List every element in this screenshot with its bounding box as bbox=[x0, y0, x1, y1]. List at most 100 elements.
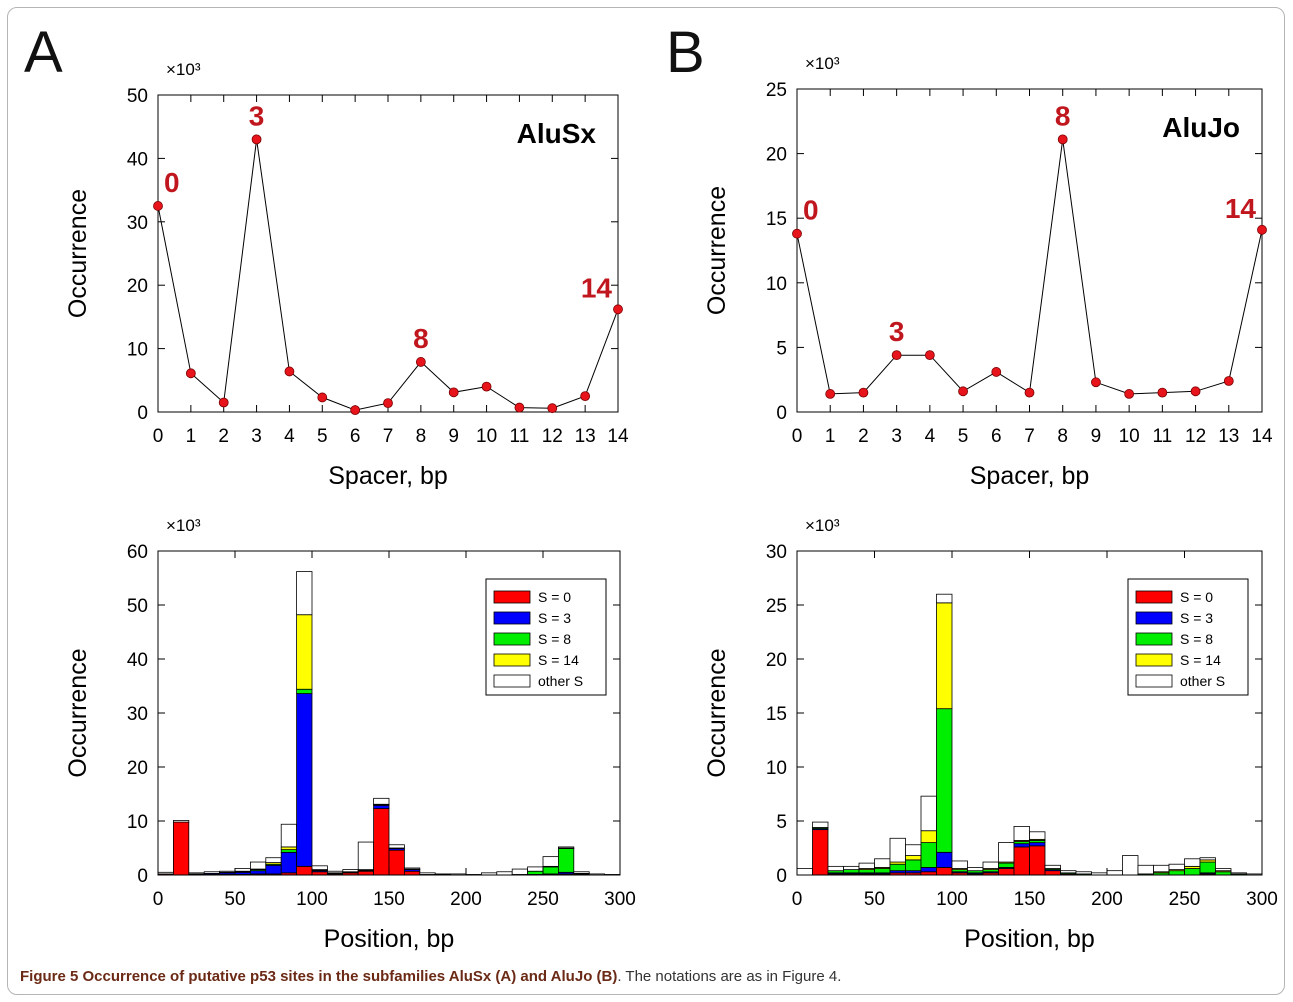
chart-alujo-position-xtick-label-1: 50 bbox=[864, 889, 885, 910]
chart-alujo-position-bar-15-s0 bbox=[1029, 845, 1046, 876]
chart-alusx-spacer-xtick-label-5: 5 bbox=[317, 426, 328, 447]
chart-alusx-position-bar-14-s0 bbox=[373, 808, 390, 876]
chart-alusx-spacer-xtick-label-12: 12 bbox=[542, 426, 563, 447]
chart-alujo-spacer-point-0 bbox=[792, 228, 802, 239]
chart-alujo-spacer-point-9 bbox=[1091, 377, 1101, 388]
chart-alujo-position-bar-8-s4 bbox=[920, 795, 937, 832]
chart-alujo-position-bar-26-s4 bbox=[1199, 857, 1216, 861]
chart-alujo-position-bar-7-s2 bbox=[905, 859, 922, 872]
chart-alusx-position-bar-12-s4 bbox=[342, 869, 359, 873]
figure-caption: Figure 5 Occurrence of putative p53 site… bbox=[20, 968, 841, 985]
figure-frame bbox=[7, 7, 1285, 995]
chart-alusx-spacer-yaxis-title: Occurrence bbox=[64, 189, 92, 318]
chart-alusx-position-bar-8-s2 bbox=[280, 849, 298, 853]
chart-alujo-spacer-xtick-label-12: 12 bbox=[1185, 426, 1206, 447]
chart-alusx-position-ytick-label-3: 30 bbox=[127, 704, 148, 725]
chart-alusx-position-bar-1-s4 bbox=[172, 820, 190, 823]
chart-alujo-position-bar-9-s4 bbox=[936, 593, 953, 604]
chart-alujo-position-ytick-label-5: 25 bbox=[766, 596, 787, 617]
chart-alujo-position-xtick-label-5: 250 bbox=[1169, 889, 1201, 910]
chart-alusx-position-bar-24-s2 bbox=[527, 870, 544, 875]
chart-alusx-spacer-ytick-label-0: 0 bbox=[137, 403, 148, 424]
chart-alujo-position-legend-swatch-0 bbox=[1135, 590, 1173, 604]
chart-alusx-position-bar-8-s1 bbox=[280, 851, 298, 874]
chart-alujo-spacer-xtick-label-5: 5 bbox=[958, 426, 969, 447]
chart-alusx-position-bar-13-s4 bbox=[357, 841, 375, 870]
chart-alusx-position-xtick-label-4: 200 bbox=[450, 889, 482, 910]
chart-alujo-position-bar-13-s2 bbox=[998, 862, 1015, 868]
chart-alujo-position-legend-swatch-3 bbox=[1135, 653, 1173, 667]
chart-alujo-position-bar-16-s0 bbox=[1044, 870, 1061, 876]
chart-alusx-position-bar-5-s4 bbox=[234, 868, 251, 872]
chart-alusx-position-bar-8-s4 bbox=[280, 823, 298, 848]
chart-alusx-spacer-xtick-label-9: 9 bbox=[448, 426, 459, 447]
chart-alujo-position-bar-13-s4 bbox=[998, 842, 1015, 863]
chart-alujo-position-legend-label-3: S = 14 bbox=[1180, 652, 1221, 668]
chart-alujo-spacer-xtick-label-8: 8 bbox=[1057, 426, 1068, 447]
chart-alusx-position-bar-10-s4 bbox=[311, 865, 328, 871]
chart-alusx-spacer-point-9 bbox=[448, 387, 459, 398]
chart-alusx-position-ytick-label-5: 50 bbox=[127, 596, 148, 617]
chart-alujo-spacer-multiplier-label: ×10³ bbox=[805, 54, 840, 73]
chart-alusx-spacer-point-12 bbox=[547, 403, 558, 414]
chart-alujo-position-bar-27-s4 bbox=[1215, 868, 1232, 872]
chart-alusx-spacer-point-11 bbox=[514, 402, 525, 413]
chart-alujo-spacer-point-10 bbox=[1124, 389, 1135, 399]
chart-alusx-spacer-point-6 bbox=[350, 405, 361, 415]
chart-alujo-spacer-series-line bbox=[796, 139, 1263, 395]
chart-alusx-spacer-point-3 bbox=[251, 134, 262, 145]
chart-alusx-position-xtick-label-6: 300 bbox=[604, 889, 636, 910]
chart-alujo-position-xtick-label-3: 150 bbox=[1014, 889, 1046, 910]
caption-title: Figure 5 Occurrence of putative p53 site… bbox=[20, 968, 618, 985]
chart-alusx-position-legend-label-4: other S bbox=[538, 673, 583, 689]
panel-label-a: A bbox=[24, 20, 63, 85]
chart-alusx-position-bar-2-s4 bbox=[188, 872, 205, 875]
chart-alusx-position-bar-3-s4 bbox=[203, 871, 220, 874]
chart-alusx-spacer-point-8 bbox=[415, 357, 426, 367]
chart-alusx-position-ytick-label-2: 20 bbox=[127, 758, 148, 779]
chart-alujo-position-bar-28-s4 bbox=[1230, 872, 1247, 875]
chart-alujo-position-bar-5-s4 bbox=[874, 858, 891, 868]
chart-alujo-spacer-ytick-label-5: 25 bbox=[766, 80, 787, 101]
chart-alusx-spacer-ytick-label-5: 50 bbox=[127, 86, 148, 107]
chart-alujo-position-bar-1-s0 bbox=[812, 829, 829, 876]
chart-alusx-position-bar-13-s0 bbox=[357, 870, 375, 876]
chart-alujo-spacer-xtick-label-6: 6 bbox=[991, 426, 1002, 447]
chart-alusx-spacer-xtick-label-10: 10 bbox=[476, 426, 497, 447]
chart-alujo-position-bar-16-s4 bbox=[1044, 864, 1061, 869]
chart-alujo-spacer-ytick-label-2: 10 bbox=[766, 274, 787, 295]
chart-alusx-spacer-ytick-label-4: 40 bbox=[127, 149, 148, 170]
chart-alujo-position-bar-9-s3 bbox=[936, 602, 953, 710]
chart-alujo-position-bar-11-s4 bbox=[967, 867, 984, 872]
chart-alusx-position-bar-7-s1 bbox=[265, 864, 282, 875]
chart-alujo-position-bar-0-s4 bbox=[796, 868, 813, 876]
chart-alujo-position-bar-3-s4 bbox=[843, 865, 860, 870]
chart-alusx-position-bar-14-s1 bbox=[373, 804, 390, 809]
chart-alusx-spacer-annotation-1: 3 bbox=[249, 100, 265, 131]
chart-alusx-position-yaxis-title: Occurrence bbox=[64, 648, 92, 777]
chart-alusx-spacer-multiplier-label: ×10³ bbox=[166, 60, 201, 79]
chart-alusx-spacer-ytick-label-3: 30 bbox=[127, 213, 148, 234]
chart-alujo-spacer-title: AluJo bbox=[1162, 112, 1240, 143]
chart-alujo-position-xtick-label-6: 300 bbox=[1246, 889, 1278, 910]
chart-alusx-spacer-point-7 bbox=[383, 398, 393, 409]
chart-alusx-position-bar-11-s4 bbox=[326, 870, 344, 874]
chart-alusx-spacer-point-5 bbox=[317, 392, 328, 403]
chart-alusx-position-bar-26-s2 bbox=[558, 848, 575, 873]
chart-alujo-position-bar-1-s4 bbox=[812, 821, 829, 828]
chart-alusx-position-legend-label-0: S = 0 bbox=[538, 589, 571, 605]
chart-alusx-position-bar-24-s4 bbox=[527, 866, 544, 872]
chart-alujo-position-bar-3-s2 bbox=[843, 869, 860, 874]
chart-alusx-position-legend-label-1: S = 3 bbox=[538, 610, 571, 626]
chart-alujo-position-bar-8-s1 bbox=[920, 867, 937, 873]
chart-alujo-position-bar-23-s4 bbox=[1153, 864, 1170, 873]
chart-alujo-position-ytick-label-0: 0 bbox=[776, 866, 787, 887]
chart-alusx-spacer-xaxis-title: Spacer, bp bbox=[328, 462, 448, 490]
chart-alujo-position-bar-9-s0 bbox=[936, 867, 953, 876]
chart-alusx-position-bar-16-s4 bbox=[403, 867, 421, 870]
chart-alujo-position-bar-24-s4 bbox=[1168, 863, 1185, 871]
chart-alusx-position-bar-26-s4 bbox=[558, 846, 575, 849]
chart-alujo-position-bar-25-s4 bbox=[1184, 858, 1201, 867]
chart-alujo-position-legend-swatch-2 bbox=[1135, 632, 1173, 646]
